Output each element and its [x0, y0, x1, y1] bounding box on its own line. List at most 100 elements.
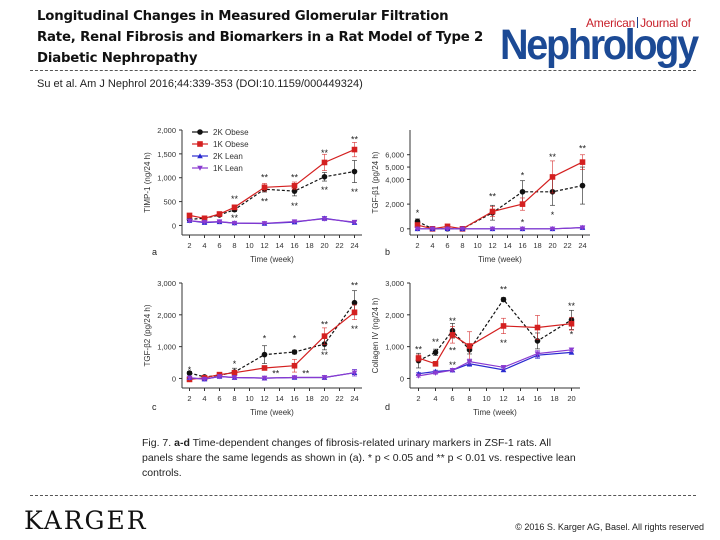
significance-marker: **	[351, 281, 359, 291]
x-tick-label: 18	[550, 394, 558, 403]
data-point	[351, 299, 358, 306]
data-point	[321, 333, 328, 339]
data-point	[519, 188, 526, 195]
data-point	[579, 182, 586, 189]
significance-marker: **	[291, 201, 299, 211]
significance-marker: *	[521, 218, 525, 228]
series-line	[189, 218, 355, 224]
x-tick-label: 10	[245, 241, 253, 250]
x-tick-label: 8	[460, 241, 464, 250]
x-tick-label: 20	[320, 241, 328, 250]
data-point	[231, 375, 238, 381]
publisher-logo: KARGER	[24, 506, 148, 535]
y-axis-label: Collagen IV (ng/24 h)	[371, 297, 380, 373]
x-tick-label: 24	[578, 241, 586, 250]
data-point	[579, 225, 586, 231]
x-tick-label: 6	[450, 394, 454, 403]
significance-marker: **	[415, 345, 423, 355]
series-2k-obese	[186, 290, 358, 380]
x-tick-label: 18	[305, 394, 313, 403]
series-1k-lean	[415, 347, 575, 379]
y-tick-label: 1,000	[157, 174, 176, 183]
significance-marker: **	[272, 369, 280, 379]
data-point	[459, 226, 466, 232]
x-tick-label: 22	[335, 394, 343, 403]
x-tick-label: 14	[516, 394, 524, 403]
data-point	[449, 332, 456, 338]
y-tick-label: 1,500	[157, 150, 176, 159]
significance-marker: **	[321, 350, 329, 360]
data-point	[500, 365, 507, 371]
x-tick-label: 2	[416, 394, 420, 403]
data-point	[489, 226, 496, 232]
data-point	[231, 204, 238, 211]
data-point	[321, 375, 328, 381]
x-tick-label: 14	[275, 394, 283, 403]
significance-marker: **	[549, 152, 557, 162]
data-point	[216, 211, 223, 217]
x-tick-label: 10	[482, 394, 490, 403]
data-point	[186, 212, 193, 219]
footer-divider	[30, 495, 696, 496]
x-tick-label: 4	[430, 241, 434, 250]
copyright-notice: © 2016 S. Karger AG, Basel. All rights r…	[515, 522, 704, 532]
x-tick-label: 16	[290, 394, 298, 403]
data-point	[201, 376, 208, 382]
x-tick-label: 14	[275, 241, 283, 250]
series-line	[189, 302, 355, 378]
x-tick-label: 6	[217, 241, 221, 250]
significance-marker: **	[261, 173, 269, 183]
x-tick-label: 14	[503, 241, 511, 250]
legend: 2K Obese 1K Obese 2K Lean 1K Lean	[192, 128, 249, 173]
significance-marker: **	[432, 337, 440, 347]
y-tick-label: 0	[172, 221, 176, 230]
data-point	[432, 349, 439, 356]
data-point	[444, 226, 451, 232]
y-axis-label: TIMP-1 (ng/24 h)	[143, 152, 152, 213]
series-line	[417, 227, 583, 230]
data-point	[549, 174, 556, 180]
x-tick-label: 22	[335, 241, 343, 250]
x-tick-label: 2	[187, 394, 191, 403]
x-tick-label: 12	[260, 241, 268, 250]
y-tick-label: 0	[400, 225, 404, 234]
data-point	[351, 370, 358, 376]
data-point	[261, 351, 268, 358]
series-1k-lean	[414, 225, 586, 232]
significance-marker: **	[321, 148, 329, 158]
data-point	[201, 215, 208, 222]
panel-letter: b	[385, 247, 390, 257]
chart-panel-d: 0 1,000 2,000 3,000 2 4 6 8 10 12 14 16 18 20 Time (we…	[371, 279, 580, 417]
significance-marker: **	[291, 173, 299, 183]
significance-marker: *	[416, 208, 420, 218]
data-point	[466, 343, 473, 349]
x-tick-label: 4	[433, 394, 437, 403]
data-point	[534, 324, 541, 331]
legend-entry: 2K Lean	[192, 152, 243, 161]
significance-marker: **	[231, 213, 239, 223]
data-point	[291, 183, 298, 189]
significance-marker: **	[261, 197, 269, 207]
x-axis-label: Time (week)	[250, 408, 294, 417]
x-tick-label: 6	[445, 241, 449, 250]
x-tick-label: 4	[202, 394, 206, 403]
data-point	[261, 221, 268, 227]
x-tick-label: 24	[350, 394, 358, 403]
significance-marker: **	[500, 284, 508, 294]
y-tick-label: 0	[172, 374, 176, 383]
data-point	[432, 370, 439, 376]
logo-text-american: American	[586, 16, 636, 30]
logo-text-journal-of: Journal of	[640, 16, 691, 30]
data-point	[291, 349, 298, 355]
data-point	[197, 129, 203, 135]
y-axis-label: TGF-β1 (pg/24 h)	[371, 151, 380, 213]
data-point	[186, 218, 193, 224]
legend-entry: 1K Lean	[192, 164, 243, 173]
data-point	[291, 362, 298, 369]
significance-marker: **	[500, 338, 508, 348]
significance-marker: **	[302, 369, 310, 379]
data-point	[197, 141, 203, 147]
significance-marker: **	[568, 301, 576, 311]
